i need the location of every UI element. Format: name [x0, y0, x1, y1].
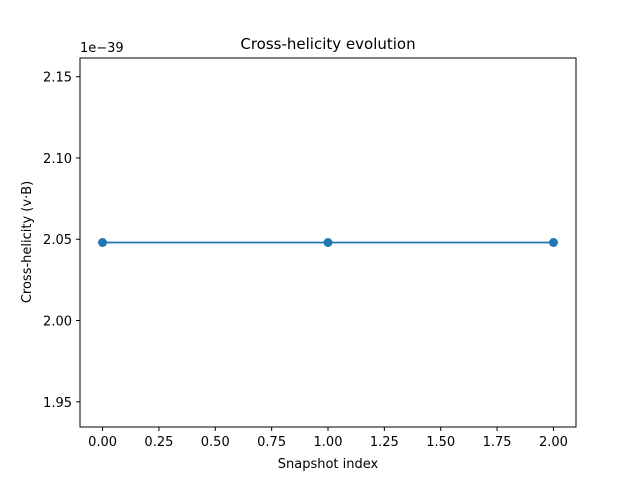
- y-axis-label: Cross-helicity (v·B): [20, 181, 35, 303]
- y-tick-label: 2.10: [43, 152, 72, 167]
- y-tick-label: 1.95: [43, 396, 72, 411]
- series-layer: [98, 238, 558, 247]
- x-tick-label: 0.25: [144, 435, 173, 450]
- y-axis-ticks: 1.95 2.00 2.05 2.10 2.15: [43, 71, 80, 411]
- x-tick-label: 0.50: [201, 435, 230, 450]
- y-tick-label: 2.05: [43, 233, 72, 248]
- chart-title: Cross-helicity evolution: [240, 35, 415, 53]
- x-tick-label: 1.25: [370, 435, 399, 450]
- data-point: [323, 238, 333, 247]
- x-tick-label: 0.00: [88, 435, 117, 450]
- y-offset-label: 1e−39: [80, 41, 124, 56]
- x-tick-label: 1.00: [314, 435, 343, 450]
- data-point: [548, 238, 558, 247]
- y-tick-label: 2.00: [43, 315, 72, 330]
- x-tick-label: 2.00: [539, 435, 568, 450]
- x-tick-label: 1.75: [483, 435, 512, 450]
- plot-area-frame: [79, 57, 577, 428]
- x-tick-label: 0.75: [257, 435, 286, 450]
- y-tick-label: 2.15: [43, 71, 72, 86]
- x-tick-label: 1.50: [426, 435, 455, 450]
- x-axis-label: Snapshot index: [278, 457, 379, 472]
- x-axis-ticks: 0.00 0.25 0.50 0.75 1.00 1.25 1.50 1.75 2.00: [88, 427, 568, 450]
- data-point: [98, 238, 108, 247]
